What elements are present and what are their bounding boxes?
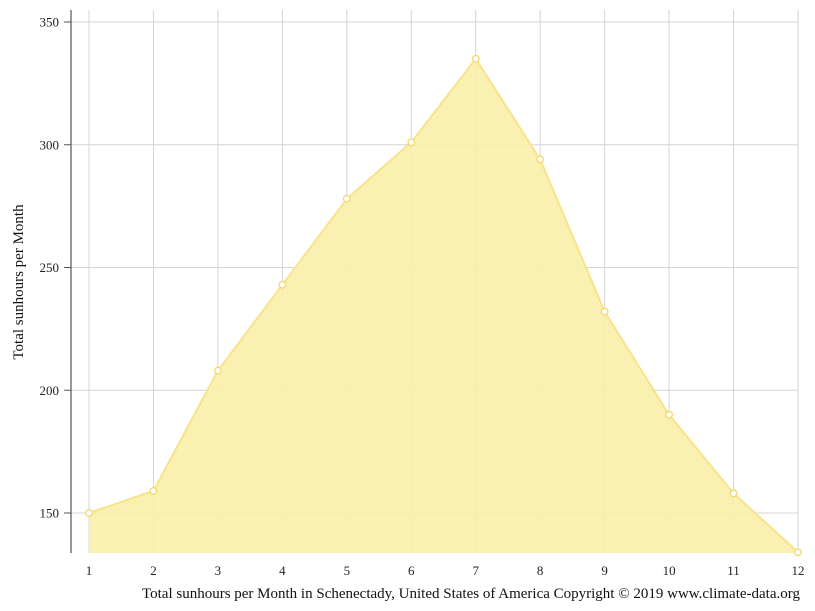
- x-tick-label-4: 4: [279, 563, 286, 578]
- x-tick-label-2: 2: [150, 563, 157, 578]
- x-tick-label-8: 8: [537, 563, 544, 578]
- data-point-10: [665, 410, 674, 419]
- data-point-2: [149, 486, 158, 495]
- y-axis-label: Total sunhours per Month: [11, 204, 27, 360]
- data-point-11: [729, 489, 738, 498]
- y-tick-label-250: 250: [40, 260, 60, 275]
- x-tick-labels: 1 2 3 4 5 6 7 8 9 10 11 12: [86, 563, 805, 578]
- y-tick-labels: 150 200 250 300 350: [40, 15, 71, 521]
- x-tick-label-12: 12: [792, 563, 805, 578]
- sunhours-line: [88, 57, 799, 554]
- sunhours-area: [89, 58, 798, 553]
- y-tick-label-150: 150: [40, 506, 60, 521]
- y-tick-label-350: 350: [40, 15, 60, 30]
- data-point-12: [794, 548, 802, 557]
- data-point-3: [213, 366, 222, 375]
- x-tick-label-7: 7: [472, 563, 479, 578]
- y-tick-label-200: 200: [40, 383, 60, 398]
- data-point-6: [407, 138, 416, 147]
- x-tick-label-3: 3: [215, 563, 222, 578]
- x-tick-label-5: 5: [344, 563, 351, 578]
- data-point-9: [600, 307, 609, 316]
- x-tick-label-9: 9: [601, 563, 608, 578]
- x-tick-label-10: 10: [663, 563, 676, 578]
- data-point-4: [278, 280, 287, 289]
- data-points: [85, 54, 802, 557]
- data-point-8: [536, 155, 545, 164]
- data-point-7: [471, 54, 480, 63]
- x-tick-label-1: 1: [86, 563, 93, 578]
- chart-caption: Total sunhours per Month in Schenectady,…: [142, 586, 800, 602]
- data-point-1: [85, 509, 93, 517]
- y-tick-label-300: 300: [40, 137, 60, 152]
- x-tick-label-11: 11: [727, 563, 740, 578]
- data-point-5: [342, 194, 351, 203]
- x-tick-label-6: 6: [408, 563, 415, 578]
